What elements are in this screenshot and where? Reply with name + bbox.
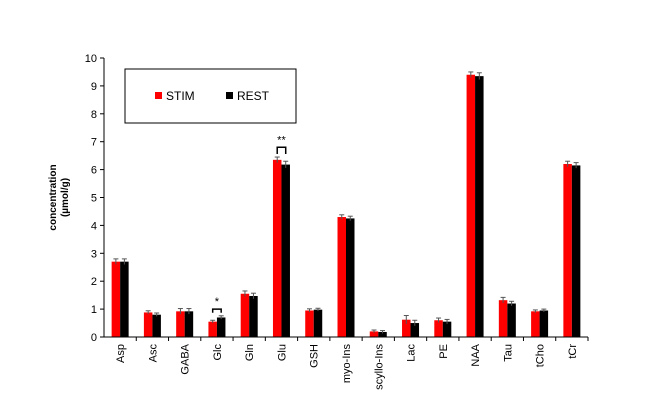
bar-rest-naa [475, 76, 484, 337]
y-tick-label: 10 [85, 53, 97, 65]
y-axis-title: concentration (µmol/g) [48, 164, 71, 230]
x-tick-label-gaba: GABA [180, 343, 192, 374]
x-tick-label-scyllo-ins: scyllo-Ins [373, 344, 385, 390]
y-tick-label: 9 [91, 81, 97, 93]
x-axis-ticks: Asp Asc GABA Glc Gln Glu GSH myo-Ins scyllo-Ins L… [115, 337, 589, 390]
bar-rest-tcho [539, 310, 549, 337]
legend-swatch-rest [226, 92, 233, 99]
y-tick-label: 6 [91, 165, 97, 177]
y-tick-label: 4 [91, 220, 97, 232]
y-tick-label: 7 [91, 137, 97, 149]
x-tick-label-tcr: tCr [567, 344, 579, 359]
x-tick-label-gsh: GSH [309, 344, 321, 368]
bar-stim-myo-ins [337, 217, 346, 337]
x-tick-label-tcho: tCho [535, 344, 547, 367]
x-tick-label-glc: Glc [212, 344, 224, 361]
bar-rest-myo-ins [346, 218, 355, 337]
bar-stim-glc [208, 321, 217, 337]
y-tick-label: 3 [91, 248, 97, 260]
y-tick-label: 2 [91, 276, 97, 288]
significance-label: ** [277, 134, 286, 146]
error-bars-layer [113, 71, 579, 334]
legend-box [124, 68, 297, 124]
x-tick-label-myo-ins: myo-Ins [341, 344, 353, 384]
bar-stim-lac [402, 319, 411, 337]
bar-rest-gln [249, 295, 258, 337]
bar-rest-tcr [571, 165, 581, 337]
bar-rest-gsh [313, 309, 323, 337]
significance-bracket [211, 308, 222, 313]
bar-rest-glc [216, 317, 226, 337]
legend-label-stim: STIM [166, 89, 195, 103]
y-tick-label: 1 [91, 304, 97, 316]
x-tick-label-pe: PE [438, 344, 450, 359]
bar-rest-pe [442, 321, 452, 337]
significance-bracket [276, 146, 287, 155]
x-tick-label-lac: Lac [406, 344, 418, 362]
y-tick-label: 8 [91, 109, 97, 121]
bar-rest-scyllo-ins [378, 331, 387, 337]
bar-stim-scyllo-ins [369, 331, 379, 337]
x-tick-label-tau: Tau [502, 344, 514, 362]
bar-rest-asp [120, 261, 129, 337]
bar-stim-pe [434, 320, 443, 337]
bars-layer [111, 74, 581, 338]
legend: STIM REST [124, 68, 297, 124]
bar-stim-gln [240, 293, 250, 337]
y-axis-ticks: 0 1 2 3 4 5 6 7 8 9 10 [85, 53, 104, 344]
bar-stim-asp [111, 261, 121, 337]
significance-label: * [215, 296, 220, 308]
bar-stim-tau [498, 300, 508, 337]
bar-rest-asc [152, 314, 161, 337]
significance-annotations: *** [211, 134, 287, 313]
x-tick-label-naa: NAA [470, 343, 482, 366]
bar-rest-tau [507, 303, 516, 337]
bar-stim-tcr [563, 164, 572, 337]
bar-rest-glu [281, 164, 290, 337]
y-tick-label: 0 [91, 332, 97, 344]
bar-stim-naa [466, 74, 476, 338]
y-axis-title-line2: (µmol/g) [60, 178, 71, 217]
legend-label-rest: REST [237, 89, 270, 103]
x-tick-label-glu: Glu [276, 344, 288, 361]
x-tick-label-asc: Asc [147, 344, 159, 363]
bar-stim-gaba [176, 311, 185, 337]
bar-stim-tcho [531, 311, 540, 337]
bar-stim-asc [143, 312, 153, 337]
legend-swatch-stim [155, 92, 162, 99]
bar-stim-glu [272, 159, 282, 337]
bar-stim-gsh [305, 310, 314, 337]
x-tick-label-asp: Asp [115, 344, 127, 363]
x-tick-label-gln: Gln [244, 344, 256, 361]
bar-rest-gaba [184, 311, 194, 337]
y-tick-label: 5 [91, 193, 97, 205]
y-axis-title-line1: concentration [48, 164, 59, 230]
bar-rest-lac [410, 323, 420, 337]
